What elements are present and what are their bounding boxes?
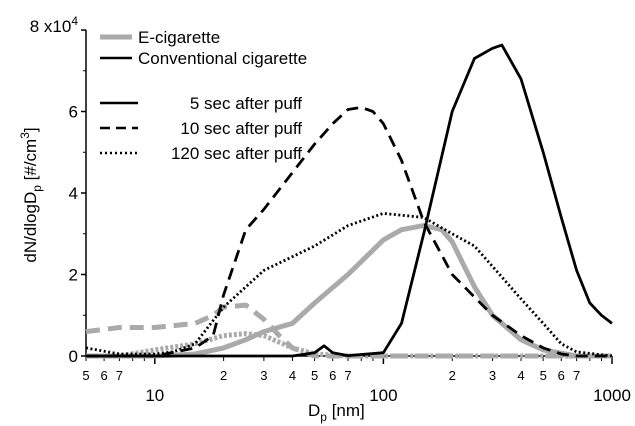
- y-axis-title: dN/dlogDp [#/cm3]: [18, 127, 44, 262]
- e-cigarette-5s-line: [86, 223, 612, 359]
- y-tick-label: 6: [69, 103, 78, 122]
- x-minor-tick-label: 7: [573, 368, 580, 383]
- x-major-tick-label: 1000: [593, 386, 631, 405]
- legend-label-e-cigarette: E-cigarette: [138, 28, 220, 47]
- axes-layer: [81, 29, 613, 364]
- x-major-tick-label: 10: [145, 386, 164, 405]
- y-tick-label: 4: [69, 184, 78, 203]
- x-major-tick-label: 100: [369, 386, 397, 405]
- legend-source: E-cigarette Conventional cigarette: [100, 28, 307, 68]
- e-cigarette-120s-line: [86, 331, 612, 359]
- conventional-5s-line: [86, 43, 613, 358]
- x-minor-tick-label: 5: [311, 368, 318, 383]
- x-minor-tick-label: 2: [449, 368, 456, 383]
- conventional-120s-line: [85, 211, 613, 358]
- x-minor-tick-label: 7: [116, 368, 123, 383]
- legend-label-conventional: Conventional cigarette: [138, 49, 307, 68]
- x-minor-tick-label: 6: [558, 368, 565, 383]
- series-layer: [85, 43, 613, 359]
- y-tick-label: 0: [69, 347, 78, 366]
- legend-label-5s: 5 sec after puff: [190, 94, 302, 113]
- x-minor-tick-label: 6: [100, 368, 107, 383]
- y-tick-label: 8 x104: [30, 14, 79, 36]
- legend-label-10s: 10 sec after puff: [180, 119, 302, 138]
- x-minor-tick-label: 2: [220, 368, 227, 383]
- x-minor-tick-label: 4: [289, 368, 296, 383]
- y-tick-label: 2: [69, 266, 78, 285]
- x-minor-tick-label: 7: [344, 368, 351, 383]
- conventional-10s-line: [86, 106, 612, 358]
- x-minor-tick-label: 6: [329, 368, 336, 383]
- e-cigarette-10s-line: [85, 302, 612, 359]
- x-minor-tick-label: 4: [517, 368, 524, 383]
- x-minor-tick-label: 3: [489, 368, 496, 383]
- x-axis-title: Dp [nm]: [308, 401, 365, 424]
- legend-time: 5 sec after puff 10 sec after puff 120 s…: [100, 94, 302, 163]
- legend-label-120s: 120 sec after puff: [171, 144, 302, 163]
- x-minor-tick-label: 5: [82, 368, 89, 383]
- x-minor-tick-label: 5: [540, 368, 547, 383]
- x-minor-tick-label: 3: [260, 368, 267, 383]
